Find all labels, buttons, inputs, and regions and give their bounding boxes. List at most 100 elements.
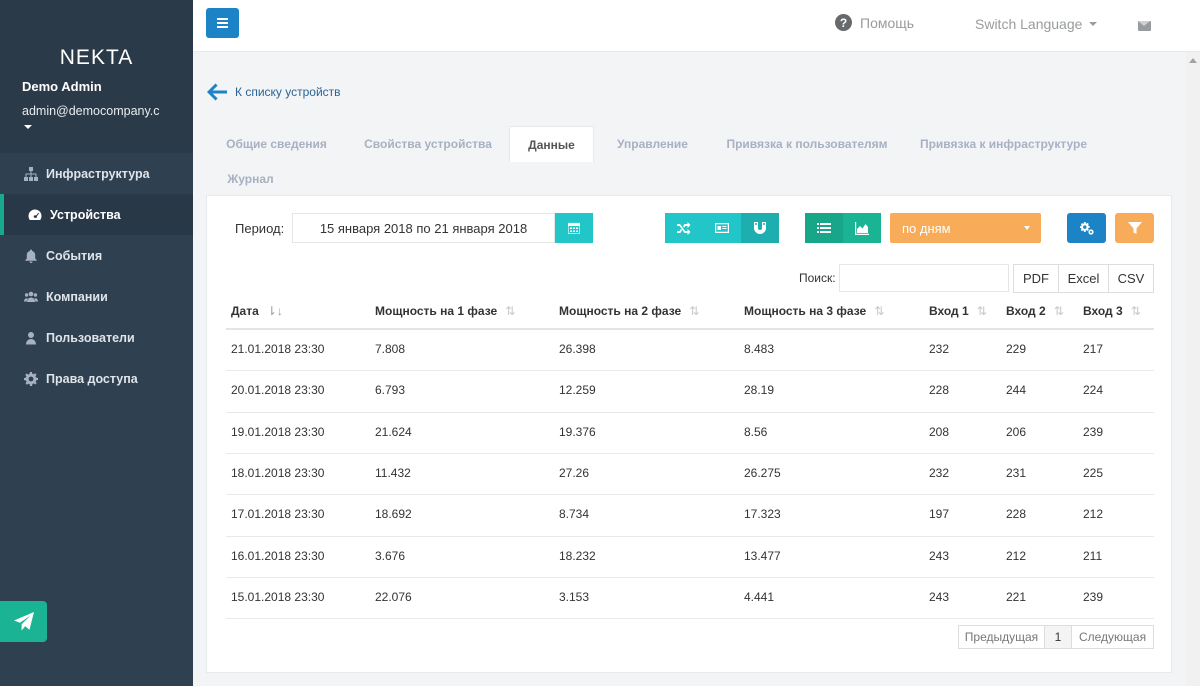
arrow-left-icon bbox=[206, 81, 228, 103]
pagination-previous-button[interactable]: Предыдущая bbox=[958, 625, 1045, 649]
cell-phase2: 19.376 bbox=[559, 424, 596, 439]
cell-phase3: 4.441 bbox=[744, 589, 775, 604]
cell-phase1: 3.676 bbox=[375, 548, 406, 563]
filter-icon bbox=[1127, 222, 1142, 234]
brand-logo: NEKTA bbox=[59, 46, 134, 69]
cell-input1: 228 bbox=[929, 383, 950, 398]
tab-label: Свойства устройства bbox=[364, 136, 492, 151]
sidebar-item-infrastructure[interactable]: Инфраструктура bbox=[0, 153, 193, 194]
tab-data[interactable]: Данные bbox=[509, 126, 594, 162]
send-message-button[interactable] bbox=[0, 601, 47, 642]
table-view-button[interactable] bbox=[805, 213, 843, 243]
sidebar-item-events[interactable]: События bbox=[0, 235, 193, 276]
gears-icon bbox=[1079, 222, 1094, 235]
cell-date: 21.01.2018 23:30 bbox=[231, 342, 325, 356]
gear-icon bbox=[24, 371, 38, 386]
settings-button[interactable] bbox=[1067, 213, 1106, 243]
grouping-select-value: по дням bbox=[902, 220, 951, 236]
chart-view-button[interactable] bbox=[843, 213, 881, 243]
page-scrollbar[interactable] bbox=[1186, 52, 1200, 686]
cell-phase2: 18.232 bbox=[559, 548, 596, 563]
sidebar-item-companies[interactable]: Компании bbox=[0, 276, 193, 317]
language-label: Switch Language bbox=[975, 16, 1083, 32]
back-to-devices-link[interactable]: К списку устройств bbox=[206, 81, 341, 103]
cell-input3: 224 bbox=[1083, 383, 1104, 398]
column-header-input2[interactable]: Вход 2 ⇅ bbox=[1006, 304, 1064, 318]
cell-phase3: 13.477 bbox=[744, 548, 781, 563]
header-label: Вход 2 bbox=[1006, 304, 1046, 318]
sidebar: NEKTA Demo Admin admin@democompany.com И… bbox=[0, 0, 193, 686]
tab-label: Привязка к пользователям bbox=[726, 136, 888, 151]
tab-label: Журнал bbox=[227, 171, 274, 186]
cell-phase3: 17.323 bbox=[744, 507, 781, 522]
tab-user-binding[interactable]: Привязка к пользователям bbox=[711, 126, 903, 161]
user-email[interactable]: admin@democompany.com bbox=[22, 104, 160, 118]
users-icon bbox=[24, 290, 38, 304]
cell-input1: 243 bbox=[929, 589, 950, 604]
magnet-button[interactable] bbox=[741, 213, 779, 243]
table-header-divider bbox=[226, 328, 1154, 330]
sort-icon: ⇅ bbox=[689, 304, 700, 318]
scroll-up-arrow-icon[interactable] bbox=[1189, 58, 1197, 63]
column-header-input1[interactable]: Вход 1 ⇅ bbox=[929, 304, 987, 318]
data-panel bbox=[206, 195, 1172, 673]
tab-infrastructure-binding[interactable]: Привязка к инфраструктуре bbox=[905, 126, 1102, 161]
cell-phase2: 27.26 bbox=[559, 465, 590, 480]
period-date-range-input[interactable]: 15 января 2018 по 21 января 2018 bbox=[292, 213, 555, 243]
search-input[interactable] bbox=[839, 264, 1009, 292]
period-label: Период: bbox=[235, 221, 285, 236]
sidebar-item-label: Компании bbox=[46, 289, 108, 304]
header-label: Вход 1 bbox=[929, 304, 969, 318]
tab-label: Привязка к инфраструктуре bbox=[919, 136, 1088, 151]
tab-general[interactable]: Общие сведения bbox=[206, 126, 347, 161]
question-circle-icon: ? bbox=[835, 14, 852, 31]
cell-input3: 211 bbox=[1083, 548, 1103, 563]
cell-input1: 208 bbox=[929, 424, 950, 439]
list-icon bbox=[817, 223, 831, 233]
help-link[interactable]: ? Помощь bbox=[835, 14, 914, 31]
user-menu-caret-icon[interactable] bbox=[24, 125, 32, 129]
filter-button[interactable] bbox=[1115, 213, 1154, 243]
export-excel-button[interactable]: Excel bbox=[1058, 264, 1109, 293]
cell-input3: 212 bbox=[1083, 507, 1104, 522]
user-name[interactable]: Demo Admin bbox=[22, 79, 102, 94]
column-header-phase3[interactable]: Мощность на 3 фазе ⇅ bbox=[744, 304, 884, 318]
cell-input2: 206 bbox=[1006, 424, 1027, 439]
column-header-phase1[interactable]: Мощность на 1 фазе ⇅ bbox=[375, 304, 515, 318]
sidebar-item-label: Пользователи bbox=[46, 330, 135, 345]
export-pdf-button[interactable]: PDF bbox=[1013, 264, 1059, 293]
calendar-button[interactable] bbox=[555, 213, 593, 243]
card-view-button[interactable] bbox=[703, 213, 741, 243]
tab-device-properties[interactable]: Свойства устройства bbox=[349, 126, 507, 161]
pagination-page-1[interactable]: 1 bbox=[1044, 625, 1072, 649]
cell-input3: 239 bbox=[1083, 589, 1104, 604]
cell-input1: 197 bbox=[929, 507, 950, 522]
column-header-input3[interactable]: Вход 3 ⇅ bbox=[1083, 304, 1141, 318]
random-data-button[interactable] bbox=[665, 213, 703, 243]
sidebar-item-devices[interactable]: Устройства bbox=[0, 194, 193, 235]
sort-icon: ⇅ bbox=[1053, 304, 1064, 318]
sidebar-item-permissions[interactable]: Права доступа bbox=[0, 358, 193, 399]
cell-phase3: 26.275 bbox=[744, 465, 781, 480]
export-csv-button[interactable]: CSV bbox=[1108, 264, 1154, 293]
cell-phase3: 8.483 bbox=[744, 342, 775, 356]
tab-control[interactable]: Управление bbox=[596, 126, 709, 161]
menu-toggle-button[interactable] bbox=[206, 8, 239, 38]
grouping-select[interactable]: по дням bbox=[890, 213, 1041, 243]
pagination-next-button[interactable]: Следующая bbox=[1071, 625, 1154, 649]
cell-input2: 221 bbox=[1006, 589, 1027, 604]
cell-input3: 239 bbox=[1083, 424, 1104, 439]
sidebar-item-users[interactable]: Пользователи bbox=[0, 317, 193, 358]
column-header-date[interactable]: Дата ⇂↓ bbox=[231, 304, 283, 318]
header-label: Мощность на 1 фазе bbox=[375, 304, 498, 318]
cell-phase1: 6.793 bbox=[375, 383, 406, 398]
profile-header: NEKTA Demo Admin admin@democompany.com bbox=[0, 0, 193, 153]
table-row-divider bbox=[226, 452, 1154, 454]
table-row-divider bbox=[226, 535, 1154, 537]
envelope-icon[interactable] bbox=[1138, 21, 1151, 31]
language-switcher[interactable]: Switch Language bbox=[975, 16, 1098, 32]
cell-date: 15.01.2018 23:30 bbox=[231, 589, 325, 604]
column-header-phase2[interactable]: Мощность на 2 фазе ⇅ bbox=[559, 304, 699, 318]
tab-journal[interactable]: Журнал bbox=[206, 161, 295, 196]
cell-phase1: 7.808 bbox=[375, 342, 406, 356]
